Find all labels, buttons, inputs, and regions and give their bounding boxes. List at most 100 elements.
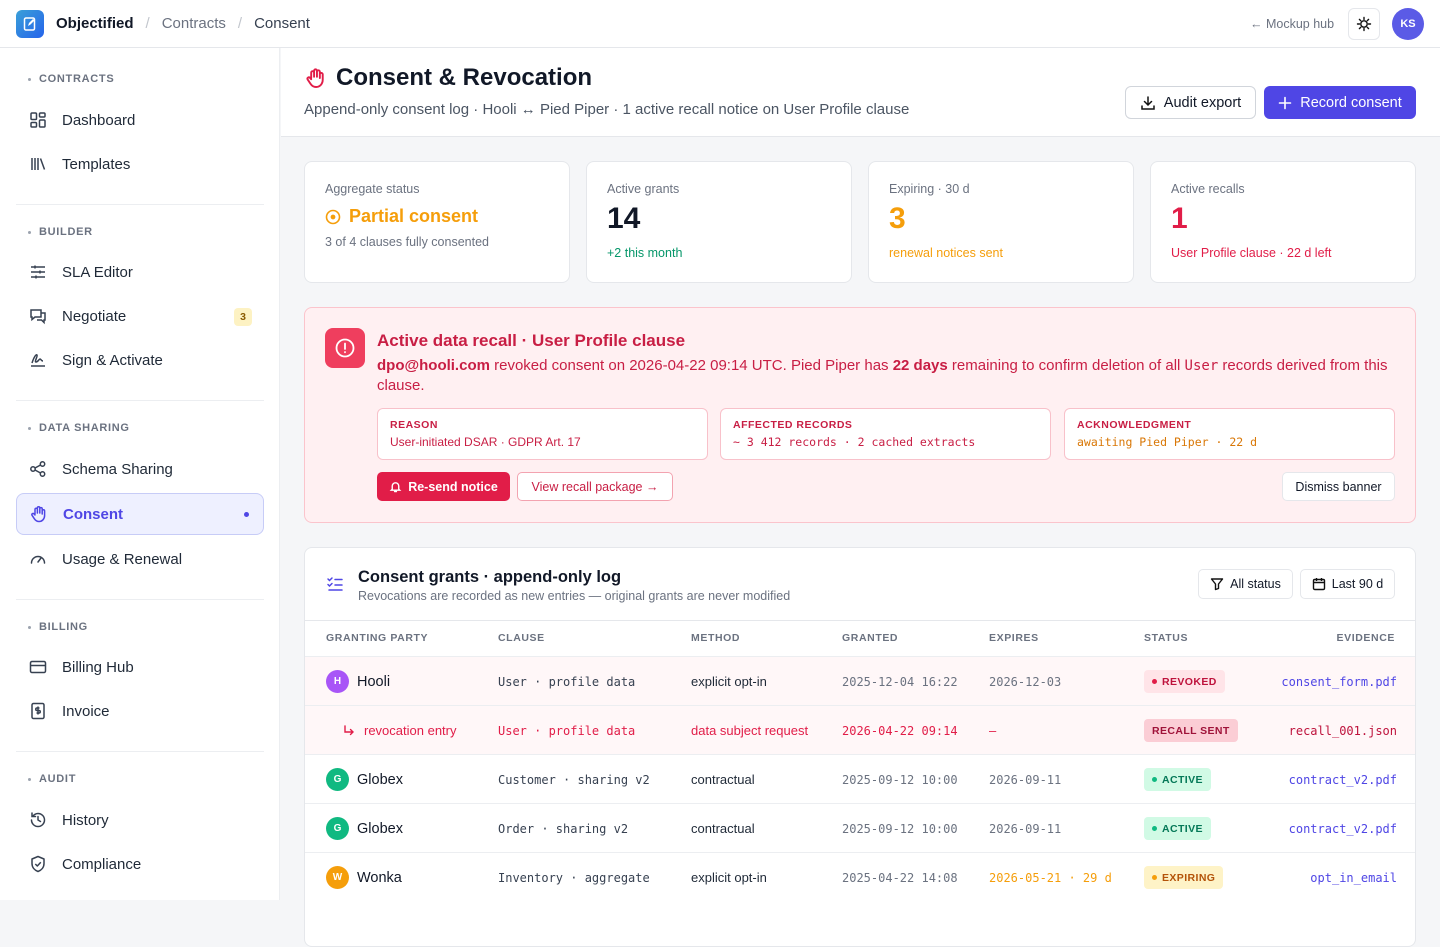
method-cell: explicit opt-in (691, 870, 767, 885)
grid-icon (28, 110, 48, 130)
kpi-value: 3 (889, 202, 906, 235)
sidebar-item-history[interactable]: History (16, 800, 264, 840)
user-avatar[interactable]: KS (1392, 8, 1424, 40)
evidence-link[interactable]: consent_form.pdf (1281, 674, 1397, 689)
sidebar-divider (16, 599, 264, 600)
calendar-icon (1312, 578, 1325, 591)
evidence-link[interactable]: contract_v2.pdf (1288, 821, 1397, 836)
card-icon (28, 657, 48, 677)
sidebar-item-consent[interactable]: Consent (16, 493, 264, 535)
status-badge: ACTIVE (1144, 768, 1211, 791)
column-header-status[interactable]: STATUS (1144, 632, 1189, 644)
theme-toggle-button[interactable] (1348, 8, 1380, 40)
sidebar-item-label: Dashboard (62, 111, 136, 129)
table-row[interactable]: H Hooli User · profile data explicit opt… (305, 656, 1415, 705)
sidebar-item-billing-hub[interactable]: Billing Hub (16, 647, 264, 687)
record-consent-button[interactable]: Record consent (1264, 86, 1416, 119)
page-subtitle: Append-only consent log · Hooli ↔ Pied P… (304, 101, 910, 118)
breadcrumb-contracts[interactable]: Contracts (161, 15, 226, 32)
checklist-icon (327, 577, 343, 591)
table-row[interactable]: G Globex Order · sharing v2 contractual … (305, 803, 1415, 852)
consent-log-header: Consent grants · append-only log Revocat… (305, 548, 1415, 621)
expires-cell: 2026-09-11 (989, 772, 1062, 787)
party-name: Hooli (357, 673, 391, 690)
date-range-filter-button[interactable]: Last 90 d (1300, 569, 1395, 599)
sidebar-item-label: Schema Sharing (62, 460, 173, 478)
app-logo-icon[interactable] (16, 10, 44, 38)
method-cell: data subject request (691, 723, 809, 738)
sidebar-item-sla-editor[interactable]: SLA Editor (16, 252, 264, 292)
evidence-link[interactable]: recall_001.json (1288, 723, 1397, 738)
view-recall-package-button[interactable]: View recall package → (517, 472, 673, 501)
partial-status-icon (325, 209, 341, 224)
status-badge: EXPIRING (1144, 866, 1224, 889)
active-indicator-dot (244, 512, 249, 517)
evidence-link[interactable]: contract_v2.pdf (1288, 772, 1397, 787)
party-avatar: G (326, 817, 349, 840)
sidebar-item-invoice[interactable]: Invoice (16, 691, 264, 731)
dismiss-banner-button[interactable]: Dismiss banner (1282, 472, 1395, 501)
party-avatar: G (326, 768, 349, 791)
download-icon (1141, 95, 1155, 110)
column-header-method[interactable]: METHOD (691, 632, 741, 644)
sidebar-item-schema-sharing[interactable]: Schema Sharing (16, 449, 264, 489)
sidebar: CONTRACTS Dashboard Templates BUILDER SL… (0, 48, 280, 900)
sidebar-section-contracts: CONTRACTS (28, 73, 114, 85)
recall-banner: Active data recall · User Profile clause… (304, 307, 1416, 523)
column-header-clause[interactable]: CLAUSE (498, 632, 545, 644)
sidebar-item-usage-renewal[interactable]: Usage & Renewal (16, 539, 264, 579)
method-cell: explicit opt-in (691, 674, 767, 689)
sidebar-section-builder: BUILDER (28, 226, 93, 238)
top-bar: Objectified / Contracts / Consent ← Mock… (0, 0, 1440, 48)
sidebar-divider (16, 400, 264, 401)
status-filter-button[interactable]: All status (1198, 569, 1293, 599)
sidebar-item-compliance[interactable]: Compliance (16, 844, 264, 884)
status-badge: ACTIVE (1144, 817, 1211, 840)
kpi-active-grants: Active grants 14 +2 this month (586, 161, 852, 283)
column-header-evidence[interactable]: EVIDENCE (1336, 632, 1395, 644)
sidebar-item-templates[interactable]: Templates (16, 144, 264, 184)
sidebar-item-label: Billing Hub (62, 658, 134, 676)
recall-affected-records-box: AFFECTED RECORDS ~ 3 412 records · 2 cac… (720, 408, 1051, 460)
kpi-status: Partial consent (325, 206, 549, 227)
sidebar-item-label: Invoice (62, 702, 110, 720)
sidebar-item-sign-activate[interactable]: Sign & Activate (16, 340, 264, 380)
table-row[interactable]: G Globex Customer · sharing v2 contractu… (305, 754, 1415, 803)
kpi-active-recalls: Active recalls 1 User Profile clause · 2… (1150, 161, 1416, 283)
consent-log-subtitle: Revocations are recorded as new entries … (358, 589, 791, 603)
plus-icon (1278, 96, 1292, 109)
table-row[interactable]: W Wonka Inventory · aggregate explicit o… (305, 852, 1415, 901)
party-name: Wonka (357, 869, 402, 886)
recall-title: Active data recall · User Profile clause (377, 331, 686, 350)
evidence-link[interactable]: opt_in_email (1310, 870, 1397, 885)
breadcrumb-app[interactable]: Objectified (56, 15, 134, 32)
kpi-label: Aggregate status (325, 182, 420, 196)
sidebar-item-label: Negotiate (62, 307, 127, 325)
recall-email[interactable]: dpo@hooli.com (377, 357, 490, 374)
granted-cell: 2025-04-22 14:08 (842, 870, 958, 885)
clause-cell: User · profile data (498, 723, 636, 738)
clause-cell: Order · sharing v2 (498, 821, 629, 836)
expires-cell: 2026-09-11 (989, 821, 1062, 836)
status-badge: RECALL SENT (1144, 719, 1238, 742)
clause-cell: Customer · sharing v2 (498, 772, 650, 787)
table-row-revocation[interactable]: revocation entry User · profile data dat… (305, 705, 1415, 754)
share-icon (28, 459, 48, 479)
granted-cell: 2025-09-12 10:00 (842, 772, 958, 787)
audit-export-button[interactable]: Audit export (1125, 86, 1256, 119)
column-header-party[interactable]: GRANTING PARTY (326, 632, 429, 644)
chat-icon (28, 306, 48, 326)
mockup-hub-link[interactable]: ← Mockup hub (1250, 17, 1335, 31)
sidebar-item-negotiate[interactable]: Negotiate 3 (16, 296, 264, 336)
resend-notice-button[interactable]: Re-send notice (377, 472, 510, 501)
party-avatar: W (326, 866, 349, 889)
column-header-granted[interactable]: GRANTED (842, 632, 899, 644)
consent-log-card: Consent grants · append-only log Revocat… (304, 547, 1416, 947)
sidebar-item-label: Consent (63, 505, 123, 523)
method-cell: contractual (691, 821, 755, 836)
column-header-expires[interactable]: EXPIRES (989, 632, 1039, 644)
recall-acknowledgment-box: ACKNOWLEDGMENT awaiting Pied Piper · 22 … (1064, 408, 1395, 460)
granted-cell: 2025-09-12 10:00 (842, 821, 958, 836)
sidebar-section-data-sharing: DATA SHARING (28, 422, 130, 434)
sidebar-item-dashboard[interactable]: Dashboard (16, 100, 264, 140)
